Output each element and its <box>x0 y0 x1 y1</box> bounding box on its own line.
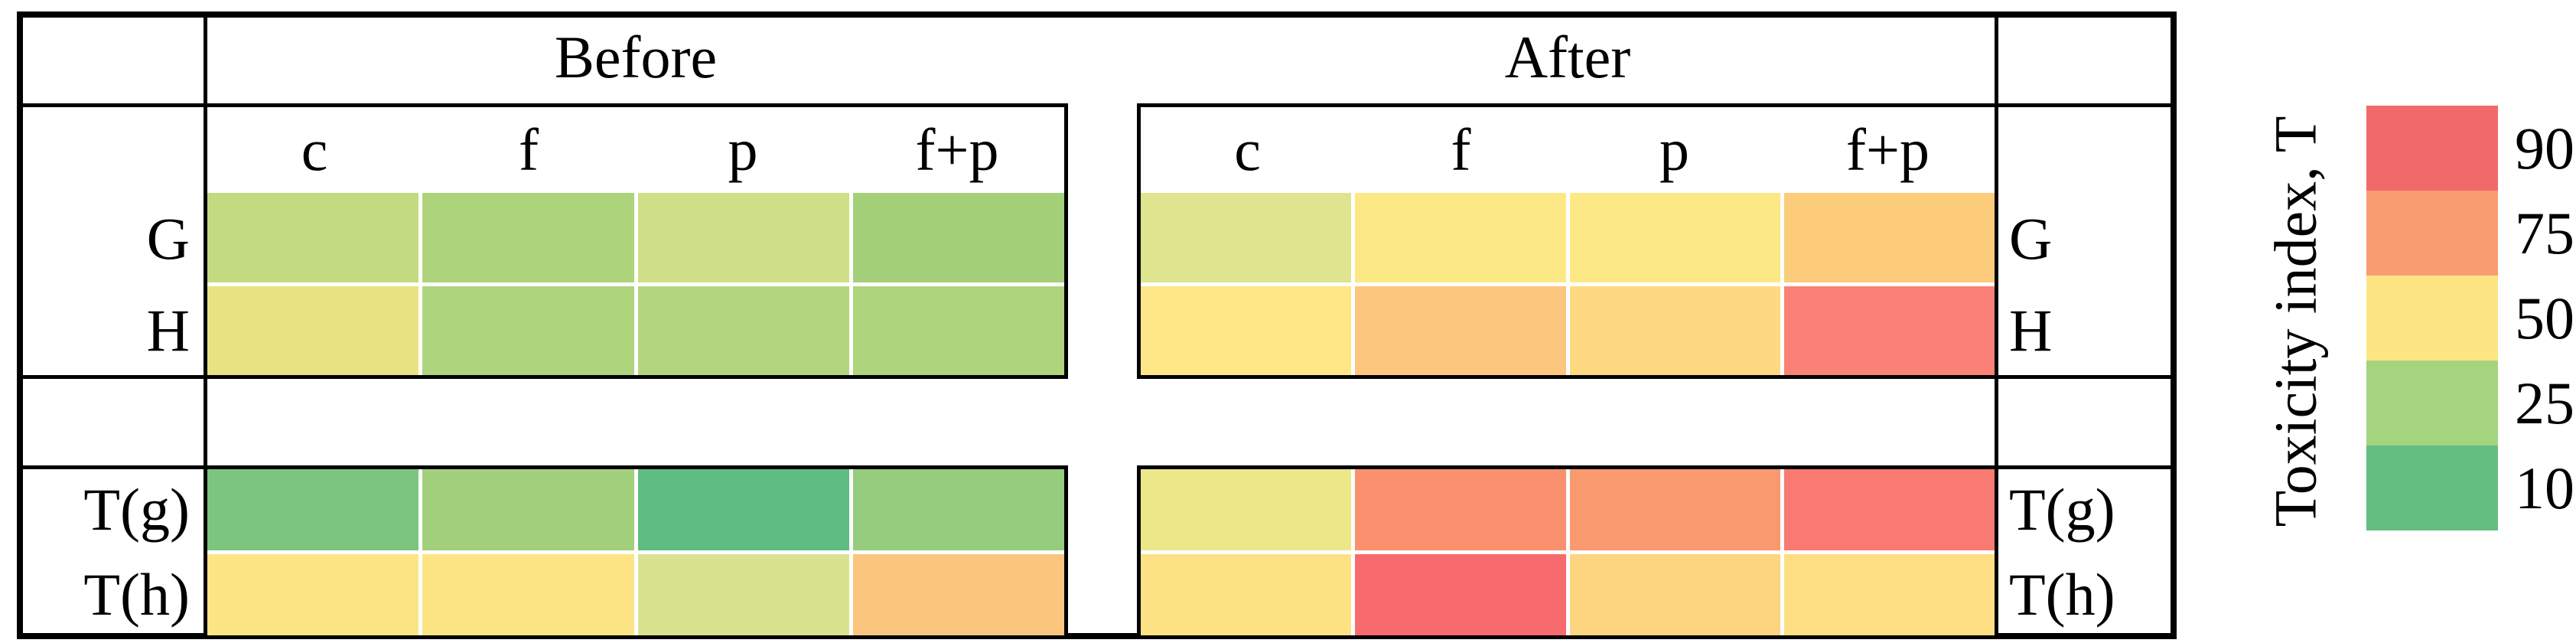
before-colhead-f: f <box>519 116 539 183</box>
heatmap-cell-after-G-c <box>1141 193 1352 282</box>
heatmap-cell-before-T(g)-c <box>207 469 419 550</box>
heatmap-cell-before-G-f+p <box>852 193 1064 282</box>
after-colhead-fp: f+p <box>1846 116 1930 183</box>
heatmap-cell-after-H-f+p <box>1783 286 1995 375</box>
heatmap-grid-before-upper <box>207 193 1064 375</box>
heatmap-cell-after-G-f+p <box>1783 193 1995 282</box>
legend-swatch-50 <box>2366 276 2498 361</box>
legend-value-75: 75 <box>2515 200 2574 266</box>
heatmap-cell-after-T(h)-c <box>1141 554 1352 635</box>
heatmap-cell-before-H-p <box>637 286 849 375</box>
after-column-headers: c f p f+p <box>1141 107 1995 193</box>
legend-entry-90: 90 <box>2366 106 2574 191</box>
legend-entry-50: 50 <box>2366 276 2574 361</box>
group-header-before: Before <box>554 24 718 90</box>
heatmap-cell-before-G-c <box>207 193 419 282</box>
heatmap-cell-before-T(h)-c <box>207 554 419 635</box>
legend-swatch-25 <box>2366 361 2498 446</box>
before-column-headers: c f p f+p <box>207 107 1064 193</box>
heatmap-cell-before-H-f <box>422 286 634 375</box>
heatmap-cell-before-T(g)-f <box>422 469 634 550</box>
heatmap-cell-before-H-f+p <box>852 286 1064 375</box>
heatmap-cell-after-H-f <box>1355 286 1566 375</box>
legend-title: Toxicity index, T <box>2262 116 2329 527</box>
legend-swatch-75 <box>2366 191 2498 276</box>
row-label-left-th: T(h) <box>83 561 190 628</box>
heatmap-cell-before-H-c <box>207 286 419 375</box>
legend-swatch-90 <box>2366 106 2498 191</box>
legend-swatch-10 <box>2366 446 2498 530</box>
legend-entry-75: 75 <box>2366 191 2574 276</box>
left-col-line-1 <box>17 103 207 107</box>
heatmap-cell-after-H-c <box>1141 286 1352 375</box>
heatmap-cell-before-T(g)-f+p <box>852 469 1064 550</box>
row-label-left-h: H <box>146 297 190 364</box>
legend-value-90: 90 <box>2515 115 2574 181</box>
right-col-line-2 <box>1996 375 2177 379</box>
after-upper-block: c f p f+p <box>1137 103 1998 379</box>
legend-value-50: 50 <box>2515 285 2574 351</box>
before-upper-block: c f p f+p <box>204 103 1068 379</box>
heatmap-cell-after-T(h)-f+p <box>1783 554 1995 635</box>
heatmap-grid-after-upper <box>1141 193 1995 375</box>
heatmap-grid-after-lower <box>1141 469 1995 635</box>
legend-entry-10: 10 <box>2366 446 2574 530</box>
heatmap-cell-after-G-f <box>1355 193 1566 282</box>
row-label-left-tg: T(g) <box>83 476 190 543</box>
legend-value-25: 25 <box>2515 370 2574 436</box>
heatmap-cell-after-T(h)-f <box>1355 554 1566 635</box>
legend-title-wrap: Toxicity index, T <box>2238 0 2353 643</box>
right-col-line-3 <box>1996 465 2177 469</box>
left-col-line-3 <box>17 465 207 469</box>
row-label-left-g: G <box>146 205 190 272</box>
row-label-right-tg: T(g) <box>2009 476 2115 543</box>
before-colhead-fp: f+p <box>915 116 999 183</box>
heatmap-cell-after-H-p <box>1569 286 1780 375</box>
row-label-right-h: H <box>2009 297 2053 364</box>
after-colhead-c: c <box>1234 116 1261 183</box>
legend-entry-25: 25 <box>2366 361 2574 446</box>
left-col-line-2 <box>17 375 207 379</box>
heatmap-cell-before-T(h)-f <box>422 554 634 635</box>
heatmap-cell-before-G-f <box>422 193 634 282</box>
heatmap-cell-before-T(h)-p <box>637 554 849 635</box>
heatmap-cell-before-G-p <box>637 193 849 282</box>
legend-value-10: 10 <box>2515 455 2574 521</box>
group-header-after: After <box>1504 24 1631 90</box>
row-label-right-th: T(h) <box>2009 561 2115 628</box>
before-colhead-p: p <box>728 116 758 183</box>
before-lower-block <box>204 465 1068 639</box>
after-colhead-p: p <box>1659 116 1689 183</box>
before-colhead-c: c <box>301 116 328 183</box>
heatmap-cell-after-T(g)-c <box>1141 469 1352 550</box>
after-lower-block <box>1137 465 1998 639</box>
heatmap-cell-after-G-p <box>1569 193 1780 282</box>
heatmap-cell-after-T(g)-f+p <box>1783 469 1995 550</box>
row-label-right-g: G <box>2009 205 2053 272</box>
heatmap-cell-before-T(g)-p <box>637 469 849 550</box>
heatmap-cell-after-T(g)-f <box>1355 469 1566 550</box>
heatmap-grid-before-lower <box>207 469 1064 635</box>
heatmap-cell-before-T(h)-f+p <box>852 554 1064 635</box>
heatmap-cell-after-T(h)-p <box>1569 554 1780 635</box>
after-colhead-f: f <box>1451 116 1471 183</box>
legend-swatches: 90 75 50 25 10 <box>2366 106 2574 530</box>
right-col-line-1 <box>1996 103 2177 107</box>
table-outer-border <box>17 11 2177 639</box>
heatmap-cell-after-T(g)-p <box>1569 469 1780 550</box>
